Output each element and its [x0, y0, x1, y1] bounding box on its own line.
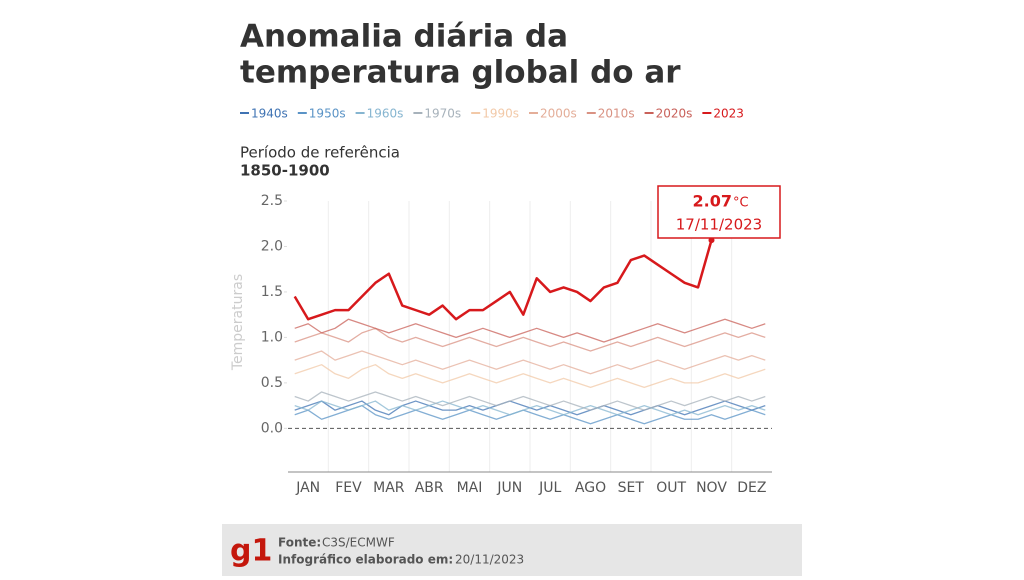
legend-label: 1990s [482, 107, 519, 121]
annotation-date: 17/11/2023 [676, 216, 762, 234]
legend-label: 2020s [656, 107, 693, 121]
x-tick-label: FEV [335, 480, 362, 496]
source: C3S/ECMWF [322, 536, 395, 550]
y-tick-label: 2.0 [261, 238, 283, 254]
legend-label: 2010s [598, 107, 635, 121]
y-axis-label: Temperaturas [230, 274, 246, 371]
series-line [294, 327, 766, 352]
x-tick-label: MAI [457, 480, 483, 496]
legend-label: 1960s [367, 107, 404, 121]
x-tick-label: JUL [538, 480, 561, 496]
legend-label: 2023 [713, 107, 744, 121]
legend-label: 1940s [251, 107, 288, 121]
series-line [293, 239, 713, 321]
title-line: Anomalia diária da [240, 19, 568, 55]
series-line [294, 404, 766, 425]
series-line [294, 364, 766, 389]
series-line [294, 391, 766, 411]
footer-bar [222, 524, 802, 576]
y-tick-label: 1.5 [261, 284, 283, 300]
x-tick-label: MAR [373, 480, 405, 496]
legend-label: 2000s [540, 107, 577, 121]
y-tick-label: 0.0 [261, 420, 283, 436]
x-tick-label: JAN [295, 480, 320, 496]
title-line: temperatura global do ar [240, 55, 681, 91]
series-line [294, 350, 766, 375]
series-line [294, 400, 766, 416]
annotation-box [657, 185, 781, 239]
subtitle: 1850-1900 [240, 162, 330, 180]
x-tick-label: JUN [496, 480, 522, 496]
y-tick-label: 0.5 [261, 375, 283, 391]
source-label: Fonte: [278, 536, 321, 550]
subtitle: Período de referência [240, 144, 400, 162]
y-tick-label: 1.0 [261, 329, 283, 345]
legend-label: 1950s [309, 107, 346, 121]
series-line [294, 318, 766, 343]
x-tick-label: SET [618, 480, 645, 496]
y-tick-label: 2.5 [261, 193, 283, 209]
x-tick-label: OUT [656, 480, 686, 496]
footer-date: 20/11/2023 [455, 553, 524, 567]
x-tick-label: AGO [575, 480, 606, 496]
x-tick-label: NOV [696, 480, 727, 496]
annotation-value: 2.07 [693, 192, 732, 211]
date-label: Infográfico elaborado em: [278, 553, 453, 567]
legend-label: 1970s [424, 107, 461, 121]
x-tick-label: DEZ [737, 480, 766, 496]
annotation-unit: °C [733, 196, 749, 211]
x-tick-label: ABR [415, 480, 444, 496]
logo: g1 [230, 534, 272, 569]
